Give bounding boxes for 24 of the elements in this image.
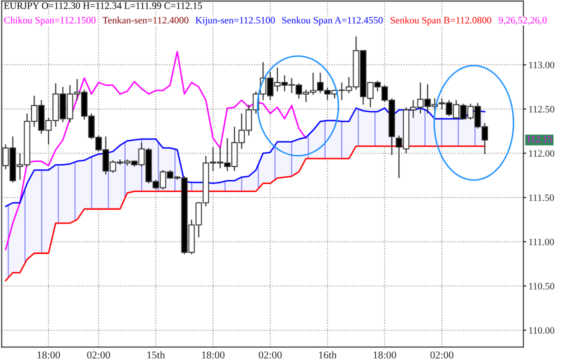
y-tick-label: 111.00 <box>529 238 554 246</box>
text: Senkou Span B=112.0800 <box>390 16 492 26</box>
y-tick-label: 111.50 <box>529 194 554 202</box>
line-series <box>4 50 307 250</box>
legend-label: Tenkan-sen=112.4000 <box>102 16 188 24</box>
x-tick-label: 15th <box>147 351 165 359</box>
y-tick-label: 112.00 <box>529 150 554 157</box>
x-tick-label: 18:00 <box>202 351 224 359</box>
x-tick-label: 18:00 <box>374 351 396 359</box>
text: 9,26,52,26,0 <box>498 16 547 25</box>
x-tick-label: 16th <box>319 351 337 359</box>
x-tick-label: 02:00 <box>258 351 282 359</box>
y-tick-label: 113.00 <box>529 62 554 68</box>
x-tick-label: 02:00 <box>430 351 454 359</box>
chart-title: EURJPY O=112.30 H=112.34 L=111.99 C=112.15 <box>4 2 202 10</box>
y-tick-label: 110.50 <box>529 282 554 290</box>
text: 112.15 <box>527 136 552 142</box>
text: Chikou Span=112.1500 <box>4 16 96 26</box>
legend-label: Kijun-sen=112.5100 <box>196 16 275 26</box>
text: Senkou Span A=112.4550 <box>282 16 383 26</box>
y-tick-label: 112.50 <box>529 106 554 113</box>
y-tick-label: 110.00 <box>529 327 554 334</box>
x-tick-label: 02:00 <box>87 351 110 359</box>
x-tick-label: 18:00 <box>38 351 60 359</box>
